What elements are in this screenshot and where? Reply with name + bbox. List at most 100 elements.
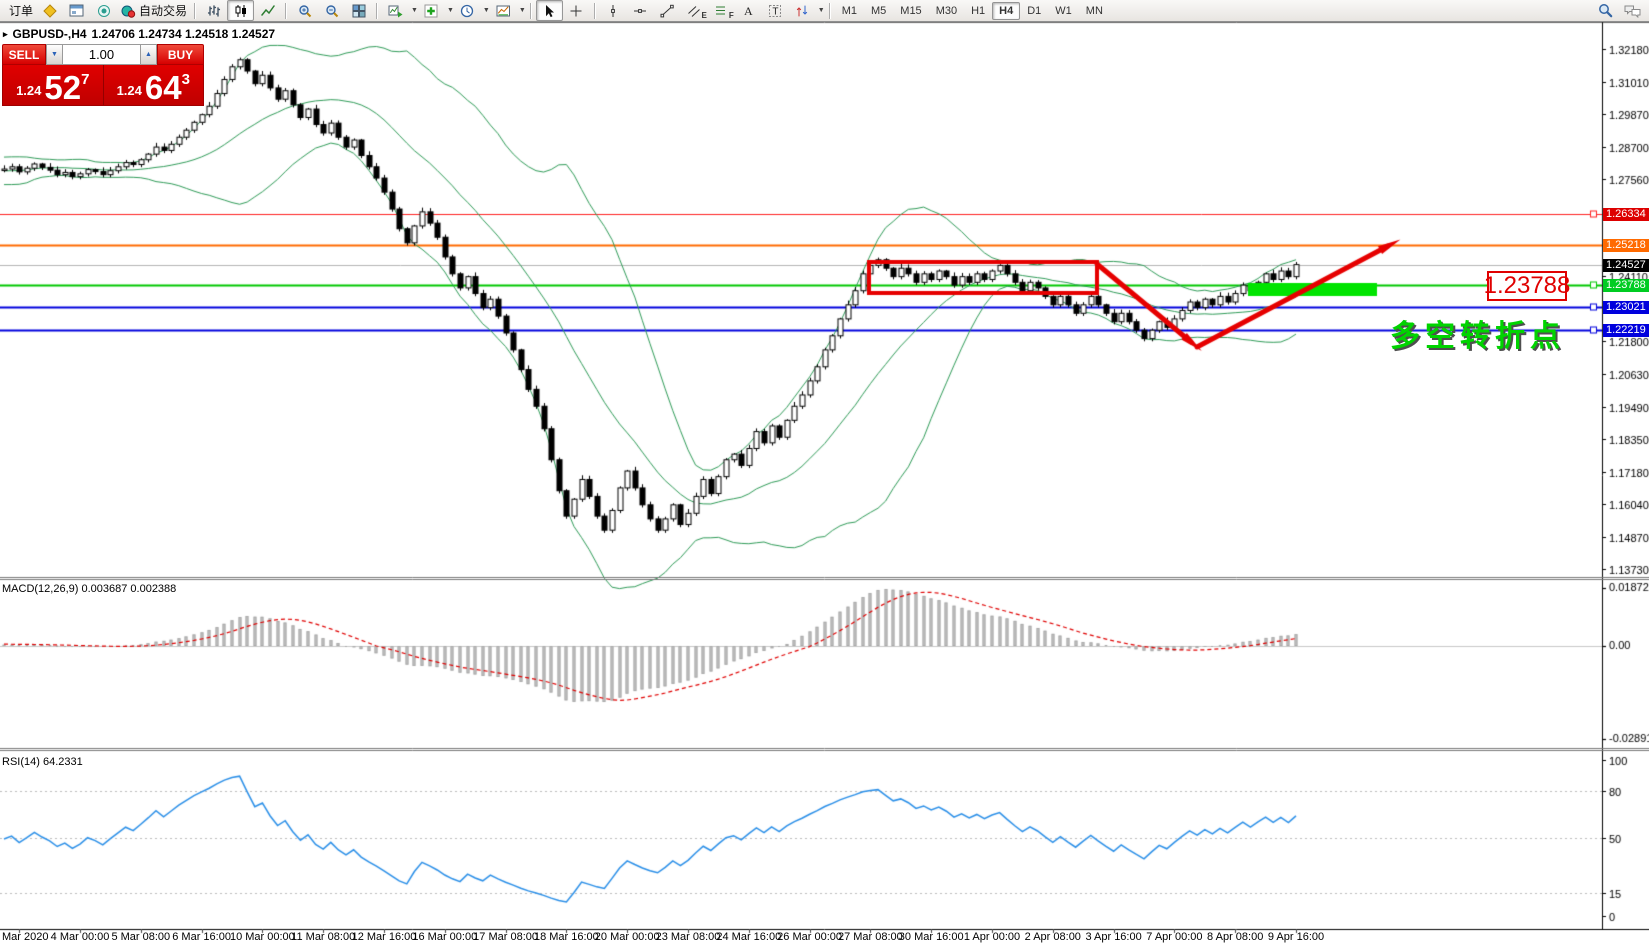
rsi-indicator-label: RSI(14) 64.2331 bbox=[2, 756, 83, 768]
candlestick-chart-icon bbox=[234, 4, 248, 18]
arrows-button-dropdown-icon[interactable]: ▼ bbox=[817, 7, 825, 14]
toolbar-separator bbox=[285, 2, 288, 19]
templates-icon bbox=[496, 4, 511, 18]
time-axis-label: 7 Apr 00:00 bbox=[1146, 931, 1203, 943]
crosshair-button[interactable] bbox=[563, 0, 590, 21]
symbol-label: GBPUSD-,H4 bbox=[12, 27, 87, 41]
time-axis-label: 27 Mar 08:00 bbox=[837, 931, 903, 943]
level-price-annotation-box[interactable]: 1.23788 bbox=[1483, 271, 1571, 301]
arrows-icon bbox=[795, 4, 809, 18]
time-axis-label: 3 Apr 16:00 bbox=[1085, 931, 1142, 943]
zoom-in-button[interactable] bbox=[291, 0, 318, 21]
trendline-button[interactable] bbox=[654, 0, 681, 21]
data-window-icon[interactable] bbox=[63, 0, 90, 21]
time-axis-label: 5 Mar 08:00 bbox=[111, 931, 171, 943]
line-chart-button[interactable] bbox=[254, 0, 281, 21]
timeframe-button-mn[interactable]: MN bbox=[1085, 4, 1103, 17]
volume-input[interactable] bbox=[63, 44, 140, 65]
chat-icon[interactable] bbox=[1619, 0, 1646, 21]
sell-price-prefix: 1.24 bbox=[16, 83, 42, 98]
bar-chart-button[interactable] bbox=[200, 0, 227, 21]
market-watch-icon[interactable] bbox=[36, 0, 63, 21]
buy-price-big: 64 bbox=[144, 69, 182, 106]
line-chart-icon bbox=[260, 4, 275, 18]
horizontal-line-icon bbox=[633, 4, 647, 18]
macd-indicator-label: MACD(12,26,9) 0.003687 0.002388 bbox=[2, 583, 177, 595]
templates-button-dropdown-icon[interactable]: ▼ bbox=[518, 7, 526, 14]
navigator-icon[interactable] bbox=[90, 0, 117, 21]
cursor-button[interactable] bbox=[535, 0, 563, 21]
candlestick-chart-button[interactable] bbox=[227, 0, 255, 21]
buy-price-prefix: 1.24 bbox=[116, 83, 142, 98]
timeframe-button-h1[interactable]: H1 bbox=[971, 4, 986, 17]
price-level-label-1.26334: 1.26334 bbox=[1603, 208, 1649, 221]
zoom-out-button[interactable] bbox=[318, 0, 345, 21]
time-axis-label: 4 Mar 00:00 bbox=[50, 931, 110, 943]
time-axis-label: 1 Apr 00:00 bbox=[963, 931, 1021, 943]
trendline-icon bbox=[660, 4, 674, 18]
new-chart-icon bbox=[388, 4, 403, 18]
timeframe-button-d1[interactable]: D1 bbox=[1027, 4, 1042, 17]
sell-price-display[interactable]: 1.24 52 7 bbox=[3, 65, 103, 105]
icon-letter: F bbox=[728, 11, 734, 20]
periods-button[interactable] bbox=[454, 0, 481, 21]
text-label-icon: T bbox=[768, 4, 782, 18]
timeframe-button-w1[interactable]: W1 bbox=[1055, 4, 1072, 17]
tile-windows-icon bbox=[352, 4, 366, 18]
time-axis-label: 8 Apr 08:00 bbox=[1207, 931, 1264, 943]
autotrading-button-label: 自动交易 bbox=[139, 4, 188, 18]
time-axis-label: 30 Mar 16:00 bbox=[898, 931, 964, 943]
volume-increase-button[interactable]: ▲ bbox=[140, 44, 157, 65]
fibonacci-button[interactable]: F bbox=[708, 0, 735, 21]
equidistant-channel-button[interactable]: E bbox=[681, 0, 708, 21]
zoom-out-icon bbox=[325, 4, 339, 18]
vertical-line-icon bbox=[606, 4, 620, 18]
new-chart-button-dropdown-icon[interactable]: ▼ bbox=[411, 7, 418, 14]
time-axis-label: 11 Mar 08:00 bbox=[291, 931, 356, 943]
crosshair-icon bbox=[569, 4, 583, 18]
autotrading-button[interactable]: 自动交易 bbox=[117, 0, 190, 21]
search-icon[interactable] bbox=[1592, 0, 1619, 21]
timeframe-button-m30[interactable]: M30 bbox=[935, 4, 958, 17]
text-button[interactable]: A bbox=[735, 0, 762, 21]
arrows-button[interactable] bbox=[789, 0, 816, 21]
svg-text:T: T bbox=[773, 6, 779, 17]
autotrading-icon bbox=[120, 4, 136, 18]
timeframe-button-h4[interactable]: H4 bbox=[992, 1, 1021, 20]
new-order-button-label: 订单 bbox=[9, 4, 34, 18]
horizontal-line-button[interactable] bbox=[627, 0, 654, 21]
time-axis-label: 10 Mar 00:00 bbox=[229, 931, 295, 943]
chart-expand-icon[interactable]: ▸ bbox=[3, 28, 8, 39]
time-axis-label: 17 Mar 08:00 bbox=[473, 931, 539, 943]
toolbar-separator bbox=[593, 2, 596, 19]
indicators-button-dropdown-icon[interactable]: ▼ bbox=[446, 7, 454, 14]
cursor-icon bbox=[542, 4, 556, 18]
templates-button[interactable] bbox=[490, 0, 517, 21]
timeframe-button-m1[interactable]: M1 bbox=[841, 4, 857, 17]
timeframe-button-m5[interactable]: M5 bbox=[871, 4, 887, 17]
new-chart-button[interactable] bbox=[382, 0, 409, 21]
new-order-button[interactable]: 订单 bbox=[3, 0, 36, 21]
price-level-label-1.24527: 1.24527 bbox=[1603, 259, 1649, 272]
time-axis-label: 20 Mar 00:00 bbox=[594, 931, 660, 943]
text-icon: A bbox=[741, 4, 755, 18]
toolbar-separator bbox=[828, 2, 831, 19]
price-level-label-1.23788: 1.23788 bbox=[1603, 279, 1649, 292]
price-level-label-1.23021: 1.23021 bbox=[1603, 301, 1649, 314]
time-axis-label: 2 Apr 08:00 bbox=[1024, 931, 1081, 943]
icon-letter: E bbox=[701, 11, 707, 20]
buy-button[interactable]: BUY bbox=[157, 44, 204, 65]
turning-point-annotation-text[interactable]: 多空转折点 bbox=[1390, 320, 1565, 353]
price-level-label-1.22219: 1.22219 bbox=[1603, 324, 1649, 337]
tile-windows-button[interactable] bbox=[345, 0, 372, 21]
volume-decrease-button[interactable]: ▼ bbox=[46, 44, 63, 65]
periods-button-dropdown-icon[interactable]: ▼ bbox=[482, 7, 490, 14]
text-label-button[interactable]: T bbox=[762, 0, 789, 21]
buy-price-display[interactable]: 1.24 64 3 bbox=[102, 65, 204, 106]
indicators-button[interactable] bbox=[418, 0, 445, 21]
sell-button[interactable]: SELL bbox=[2, 44, 46, 65]
time-axis-label: 24 Mar 16:00 bbox=[716, 931, 782, 943]
vertical-line-button[interactable] bbox=[600, 0, 627, 21]
timeframe-button-m15[interactable]: M15 bbox=[900, 4, 922, 17]
